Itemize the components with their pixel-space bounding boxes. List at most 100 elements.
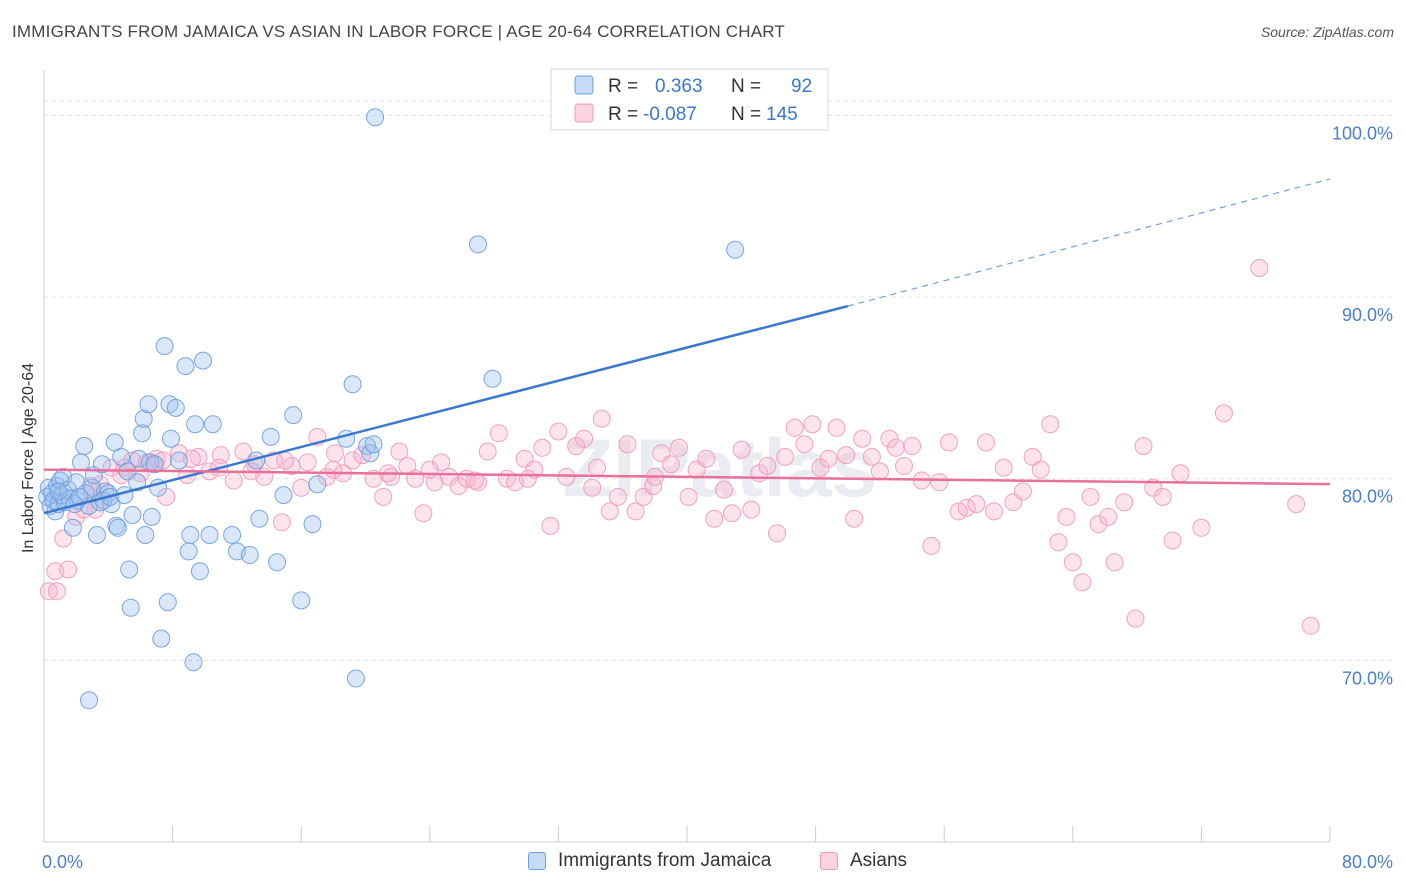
asians-point-112 [1049,533,1068,552]
legend-n-value-1: 92 [791,76,812,97]
asians-point-81 [776,447,795,466]
jamaica-point-74 [303,515,322,534]
asians-point-16 [189,447,208,466]
correlation-legend: R = 0.363 N = 92 R = -0.087 N = 145 [550,68,829,131]
asians-point-110 [1031,460,1050,479]
trend-lines [43,178,1331,515]
svg-text:92: 92 [791,76,812,97]
chart-title: IMMIGRANTS FROM JAMAICA VS ASIAN IN LABO… [12,22,785,41]
jamaica-point-39 [129,449,148,468]
jamaica-point-68 [250,509,269,528]
asians-point-119 [1105,553,1124,572]
asians-point-120 [1115,493,1134,512]
asians-point-89 [845,509,864,528]
asians-point-118 [1099,507,1118,526]
asians-point-58 [575,429,594,448]
asians-point-102 [957,498,976,517]
legend-r-label-1: R = [608,76,638,97]
jamaica-point-83 [469,235,487,254]
asians-point-19 [224,471,243,490]
asians-point-146 [465,471,484,490]
jamaica-point-53 [166,398,185,417]
svg-text:145: 145 [766,104,798,125]
asians-point-117 [1089,515,1108,534]
jamaica-point-66 [240,546,259,564]
y-tick-labels: 70.0% 80.0% 90.0% 100.0% [1332,123,1393,688]
svg-text:N =: N = [731,104,761,125]
axes [43,70,1331,843]
asians-point-121 [1126,609,1145,628]
asians-point-64 [626,502,645,521]
trend-line-jamaica [43,304,849,515]
jamaica-point-36 [121,598,140,617]
legend-label-asians: Asians [850,850,908,871]
asians-point-126 [1171,464,1190,483]
asians-point-145 [420,460,439,479]
jamaica-point-58 [184,653,203,672]
x-tick-label-min: 0.0% [42,852,83,872]
jamaica-point-17 [72,453,90,472]
legend-item-asians: Asians [820,850,907,872]
svg-text:R =: R = [608,104,638,125]
legend-swatch-jamaica-bottom [528,852,546,870]
asians-point-104 [977,433,995,452]
asians-point-93 [880,429,899,448]
asians-point-133 [59,560,78,579]
jamaica-point-48 [152,629,171,648]
watermark: ZIPatlas [563,423,877,514]
asians-point-70 [679,487,698,506]
jamaica-point-70 [268,553,287,572]
jamaica-point-77 [343,375,362,394]
asians-point-84 [803,415,822,434]
asians-point-95 [895,457,913,475]
jamaica-point-72 [284,406,303,425]
series-legend: Immigrants from Jamaica Asians [0,850,1406,880]
jamaica-point-23 [88,526,106,544]
asians-point-24 [272,513,291,532]
asians-point-26 [292,478,311,497]
jamaica-point-81 [364,435,383,454]
jamaica-point-64 [223,526,242,544]
legend-n-label-2: N = [731,104,761,125]
jamaica-point-71 [274,486,293,505]
asians-point-115 [1073,573,1092,592]
jamaica-point-54 [170,451,188,470]
asians-point-100 [940,433,958,452]
jamaica-point-46 [145,455,164,474]
legend-item-jamaica: Immigrants from Jamaica [528,850,771,872]
legend-r-label-2: R = [608,104,638,125]
asians-point-103 [967,495,986,514]
asians-point-99 [930,473,949,492]
asians-point-82 [785,418,804,437]
asians-point-47 [478,442,497,461]
jamaica-point-50 [158,593,177,612]
jamaica-point-84 [483,369,502,388]
asians-point-136 [115,458,134,477]
asians-point-83 [795,435,814,454]
jamaica-point-59 [186,415,205,434]
asians-point-129 [1250,259,1269,277]
x-tick-label-max: 80.0% [1342,852,1393,872]
jamaica-point-41 [134,409,153,428]
svg-text:0.363: 0.363 [655,76,703,97]
asians-point-131 [1301,616,1320,635]
jamaica-point-56 [179,542,198,561]
jamaica-point-25 [92,455,111,474]
trend-line-jamaica-extension [847,178,1331,307]
jamaica-point-42 [136,526,155,544]
asians-point-87 [827,418,846,437]
asians-point-63 [618,435,637,454]
svg-text:R =: R = [608,76,638,97]
jamaica-point-57 [181,526,200,544]
asians-point-79 [758,457,777,475]
asians-point-94 [887,438,905,457]
asians-point-127 [1192,518,1211,537]
asians-point-106 [994,458,1013,477]
jamaica-point-75 [308,475,327,494]
asians-point-113 [1057,507,1076,526]
jamaica-point-49 [155,337,174,356]
legend-r-value-2: -0.087 [643,104,697,125]
asians-point-116 [1081,487,1100,506]
jamaica-point-37 [123,506,142,524]
asians-point-54 [541,516,560,535]
